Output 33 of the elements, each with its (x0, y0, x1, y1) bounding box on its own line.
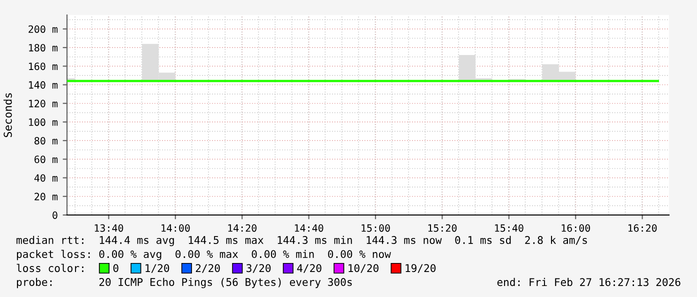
legend-label: 2/20 (196, 264, 220, 273)
legend-label: 10/20 (348, 264, 378, 273)
legend-label: 3/20 (246, 264, 271, 273)
y-tick-label: 200 m (28, 25, 58, 33)
text: probe: 20 ICMP Echo Pings (56 Bytes) every 300s (16, 278, 352, 288)
x-tick-label: 16:20 (628, 224, 657, 232)
y-tick-label: 140 m (29, 81, 58, 89)
y-tick-label: 40 m (34, 174, 58, 182)
y-tick-label: 120 m (29, 100, 58, 108)
x-tick-label: 15:20 (428, 224, 457, 232)
x-tick-label: 14:20 (228, 224, 256, 232)
legend-label: 1/20 (146, 264, 170, 273)
x-tick-label: 13:40 (94, 224, 124, 232)
legend-label: 4/20 (297, 264, 322, 273)
y-tick-label: 160 m (29, 62, 58, 70)
legend-label: 0 (113, 264, 118, 272)
y-tick-label: 0 (52, 211, 58, 219)
x-tick-label: 15:00 (362, 224, 390, 232)
y-tick-label: 100 m (29, 118, 58, 126)
text: end: Fri Feb 27 16:27:13 2026 (497, 278, 680, 286)
y-tick-label: 20 m (34, 192, 58, 200)
legend-title: loss color: (16, 264, 84, 272)
x-tick-label: 14:00 (162, 224, 190, 232)
text: median rtt: 144.4 ms avg 144.5 ms max 144.3 ms min 144.3 ms now 0.1 ms sd 2.8 k am/s (16, 236, 587, 246)
legend-label: 19/20 (406, 264, 436, 273)
y-tick-label: 180 m (29, 44, 58, 52)
y-tick-label: 80 m (34, 136, 58, 145)
x-tick-label: 15:40 (495, 224, 524, 232)
y-axis-title: Seconds (3, 93, 12, 138)
text: packet loss: 0.00 % avg 0.00 % max 0.00 % min 0.00 % now (16, 250, 391, 260)
x-tick-label: 14:40 (294, 224, 324, 232)
y-tick-label: 60 m (34, 156, 58, 164)
x-tick-label: 16:00 (562, 224, 590, 232)
